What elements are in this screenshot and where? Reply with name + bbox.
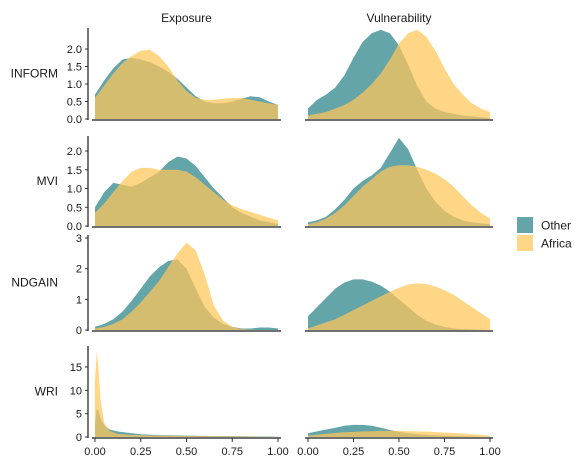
row-label-wri: WRI	[35, 385, 58, 399]
row-label-ndgain: NDGAIN	[11, 276, 58, 290]
x-tick-label: 0.75	[434, 446, 455, 458]
legend-swatch-other	[517, 217, 533, 233]
panel-ndgain-exposure	[92, 242, 281, 332]
y-tick-label: 0.0	[67, 221, 82, 233]
x-axis: 0.00 0.25 0.50 0.75 1.00 0.00 0.25 0.50 0.75 1.00	[84, 438, 501, 458]
x-tick-label: 0.00	[84, 446, 105, 458]
density-area-africa	[95, 167, 278, 226]
y-tick-label: 2	[76, 264, 82, 276]
x-tick-label: 0.25	[343, 446, 364, 458]
density-area-africa	[308, 283, 490, 330]
legend: Other Africa	[517, 217, 572, 251]
x-tick-label: 0.25	[130, 446, 151, 458]
panel-inform-exposure	[92, 49, 281, 121]
column-headers: Exposure Vulnerability	[161, 11, 431, 25]
legend-label-other: Other	[541, 219, 571, 233]
column-header-vulnerability: Vulnerability	[367, 11, 432, 25]
y-tick-label: 0	[76, 325, 82, 337]
x-tick-label: 0.50	[388, 446, 409, 458]
density-area-other	[95, 409, 278, 437]
row-label-inform: INFORM	[11, 67, 58, 81]
row-label-mvi: MVI	[37, 174, 58, 188]
density-area-africa	[308, 29, 490, 119]
y-tick-label: 0.0	[67, 114, 82, 126]
x-tick-label: 1.00	[479, 446, 500, 458]
panel-wri-vulnerability	[305, 424, 493, 439]
panels: 0.0 0.5 1.0 1.5 2.0 0.0 0.5 1.0 1.5 2.0 0 1 2 3 0 5 10 15	[67, 28, 493, 444]
density-area-africa	[95, 351, 278, 437]
panel-mvi-exposure	[92, 156, 281, 228]
row-labels: INFORM MVI NDGAIN WRI	[11, 67, 58, 399]
y-tick-label: 1.0	[67, 184, 82, 196]
x-tick-label: 0.00	[297, 446, 318, 458]
panel-mvi-vulnerability	[305, 137, 493, 228]
density-area-africa	[308, 165, 490, 226]
x-tick-label: 0.75	[222, 446, 243, 458]
y-tick-label: 1.0	[67, 79, 82, 91]
y-tick-label: 0.5	[67, 97, 82, 109]
legend-swatch-africa	[517, 235, 533, 251]
y-tick-label: 3	[76, 233, 82, 245]
y-tick-label: 2.0	[67, 44, 82, 56]
density-area-africa	[95, 242, 278, 330]
x-tick-label: 0.50	[176, 446, 197, 458]
density-area-africa	[95, 49, 278, 120]
panel-inform-vulnerability	[305, 29, 493, 121]
panel-wri-exposure	[92, 351, 281, 439]
y-tick-label: 1	[76, 294, 82, 306]
legend-label-africa: Africa	[541, 237, 572, 251]
y-tick-label: 5	[76, 409, 82, 421]
y-tick-label: 15	[70, 362, 82, 374]
y-tick-label: 1.5	[67, 165, 82, 177]
density-area-africa	[308, 430, 490, 437]
y-tick-label: 2.0	[67, 146, 82, 158]
panel-ndgain-vulnerability	[305, 279, 493, 332]
column-header-exposure: Exposure	[161, 11, 212, 25]
y-tick-label: 0.5	[67, 202, 82, 214]
y-tick-label: 1.5	[67, 62, 82, 74]
y-tick-label: 10	[70, 385, 82, 397]
y-tick-label: 0	[76, 432, 82, 444]
x-tick-label: 1.00	[267, 446, 288, 458]
